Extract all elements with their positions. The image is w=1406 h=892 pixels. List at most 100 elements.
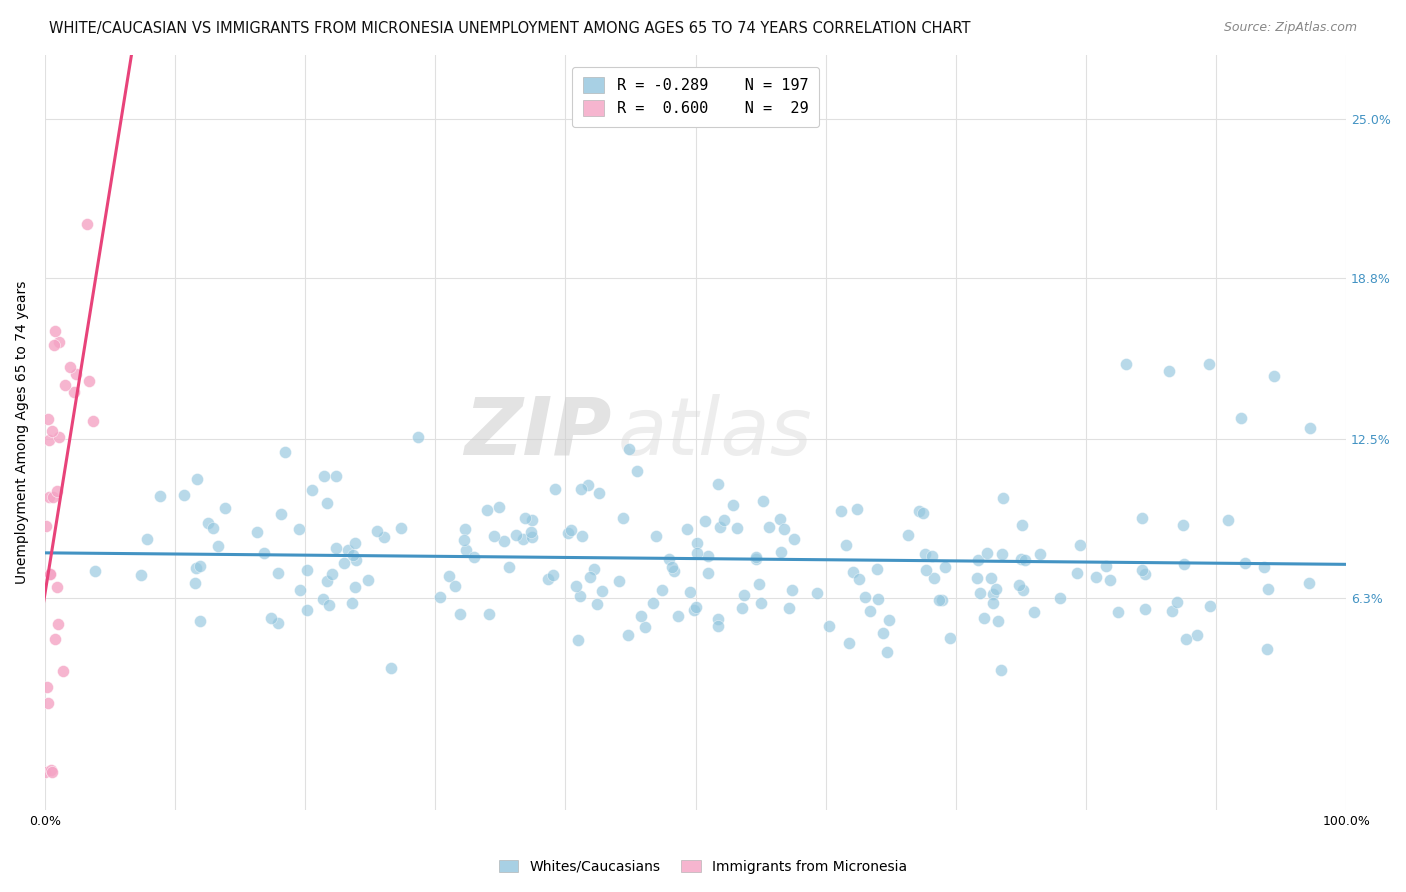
Point xyxy=(745,551,768,566)
Point xyxy=(201,521,224,535)
Point xyxy=(645,529,668,543)
Point xyxy=(607,574,630,588)
Point xyxy=(1107,605,1129,619)
Point xyxy=(35,680,58,694)
Point xyxy=(617,442,640,456)
Point xyxy=(41,764,63,779)
Point xyxy=(136,532,159,546)
Point xyxy=(214,501,236,516)
Point xyxy=(679,585,702,599)
Point xyxy=(914,563,936,577)
Point xyxy=(1029,547,1052,561)
Point xyxy=(537,572,560,586)
Point xyxy=(1187,627,1209,641)
Point xyxy=(337,542,360,557)
Point xyxy=(463,550,485,565)
Point xyxy=(630,609,652,624)
Point xyxy=(651,582,673,597)
Point xyxy=(366,524,388,538)
Point xyxy=(1166,595,1188,609)
Point xyxy=(295,563,318,577)
Point xyxy=(866,562,889,576)
Point xyxy=(731,600,754,615)
Point xyxy=(342,548,364,562)
Point xyxy=(357,574,380,588)
Point xyxy=(980,571,1002,585)
Point xyxy=(34,519,56,533)
Point xyxy=(82,414,104,428)
Point xyxy=(482,529,505,543)
Point xyxy=(46,616,69,631)
Point xyxy=(494,534,516,549)
Point xyxy=(316,574,339,588)
Point xyxy=(565,579,588,593)
Point xyxy=(588,486,610,500)
Point xyxy=(838,636,860,650)
Point xyxy=(922,571,945,585)
Point xyxy=(769,512,792,526)
Point xyxy=(41,424,63,438)
Point xyxy=(1198,599,1220,613)
Point xyxy=(682,603,704,617)
Point xyxy=(1160,604,1182,618)
Point xyxy=(612,511,634,525)
Point xyxy=(297,603,319,617)
Point xyxy=(343,580,366,594)
Point xyxy=(51,664,73,678)
Point xyxy=(931,592,953,607)
Point xyxy=(406,430,429,444)
Point xyxy=(745,550,768,565)
Point xyxy=(748,577,770,591)
Point xyxy=(696,566,718,581)
Point xyxy=(53,378,76,392)
Point xyxy=(44,324,66,338)
Point xyxy=(697,549,720,564)
Point xyxy=(512,532,534,546)
Point xyxy=(981,587,1004,601)
Point xyxy=(987,614,1010,628)
Point xyxy=(543,568,565,582)
Y-axis label: Unemployment Among Ages 65 to 74 years: Unemployment Among Ages 65 to 74 years xyxy=(15,281,30,584)
Point xyxy=(721,498,744,512)
Point xyxy=(560,523,582,537)
Point xyxy=(1299,421,1322,435)
Point xyxy=(1198,357,1220,371)
Point xyxy=(1257,582,1279,596)
Point xyxy=(778,601,800,615)
Point xyxy=(1253,560,1275,574)
Point xyxy=(186,472,208,486)
Point xyxy=(1011,518,1033,533)
Point xyxy=(344,553,367,567)
Point xyxy=(129,567,152,582)
Point xyxy=(173,488,195,502)
Point xyxy=(429,590,451,604)
Point xyxy=(707,619,730,633)
Point xyxy=(713,512,735,526)
Point xyxy=(928,593,950,607)
Point xyxy=(911,506,934,520)
Point xyxy=(685,546,707,560)
Point xyxy=(505,528,527,542)
Point xyxy=(969,586,991,600)
Point xyxy=(1256,642,1278,657)
Point xyxy=(1094,559,1116,574)
Point xyxy=(188,558,211,573)
Point xyxy=(661,559,683,574)
Point xyxy=(389,521,412,535)
Point xyxy=(772,522,794,536)
Point xyxy=(325,469,347,483)
Point xyxy=(340,596,363,610)
Point xyxy=(301,483,323,497)
Point xyxy=(39,764,62,778)
Point xyxy=(733,588,755,602)
Point xyxy=(59,360,82,375)
Point xyxy=(1130,563,1153,577)
Point xyxy=(149,489,172,503)
Point xyxy=(783,532,806,546)
Point xyxy=(1159,364,1181,378)
Point xyxy=(316,496,339,510)
Point xyxy=(1173,557,1195,571)
Point xyxy=(65,368,87,382)
Point xyxy=(866,592,889,607)
Point xyxy=(749,596,772,610)
